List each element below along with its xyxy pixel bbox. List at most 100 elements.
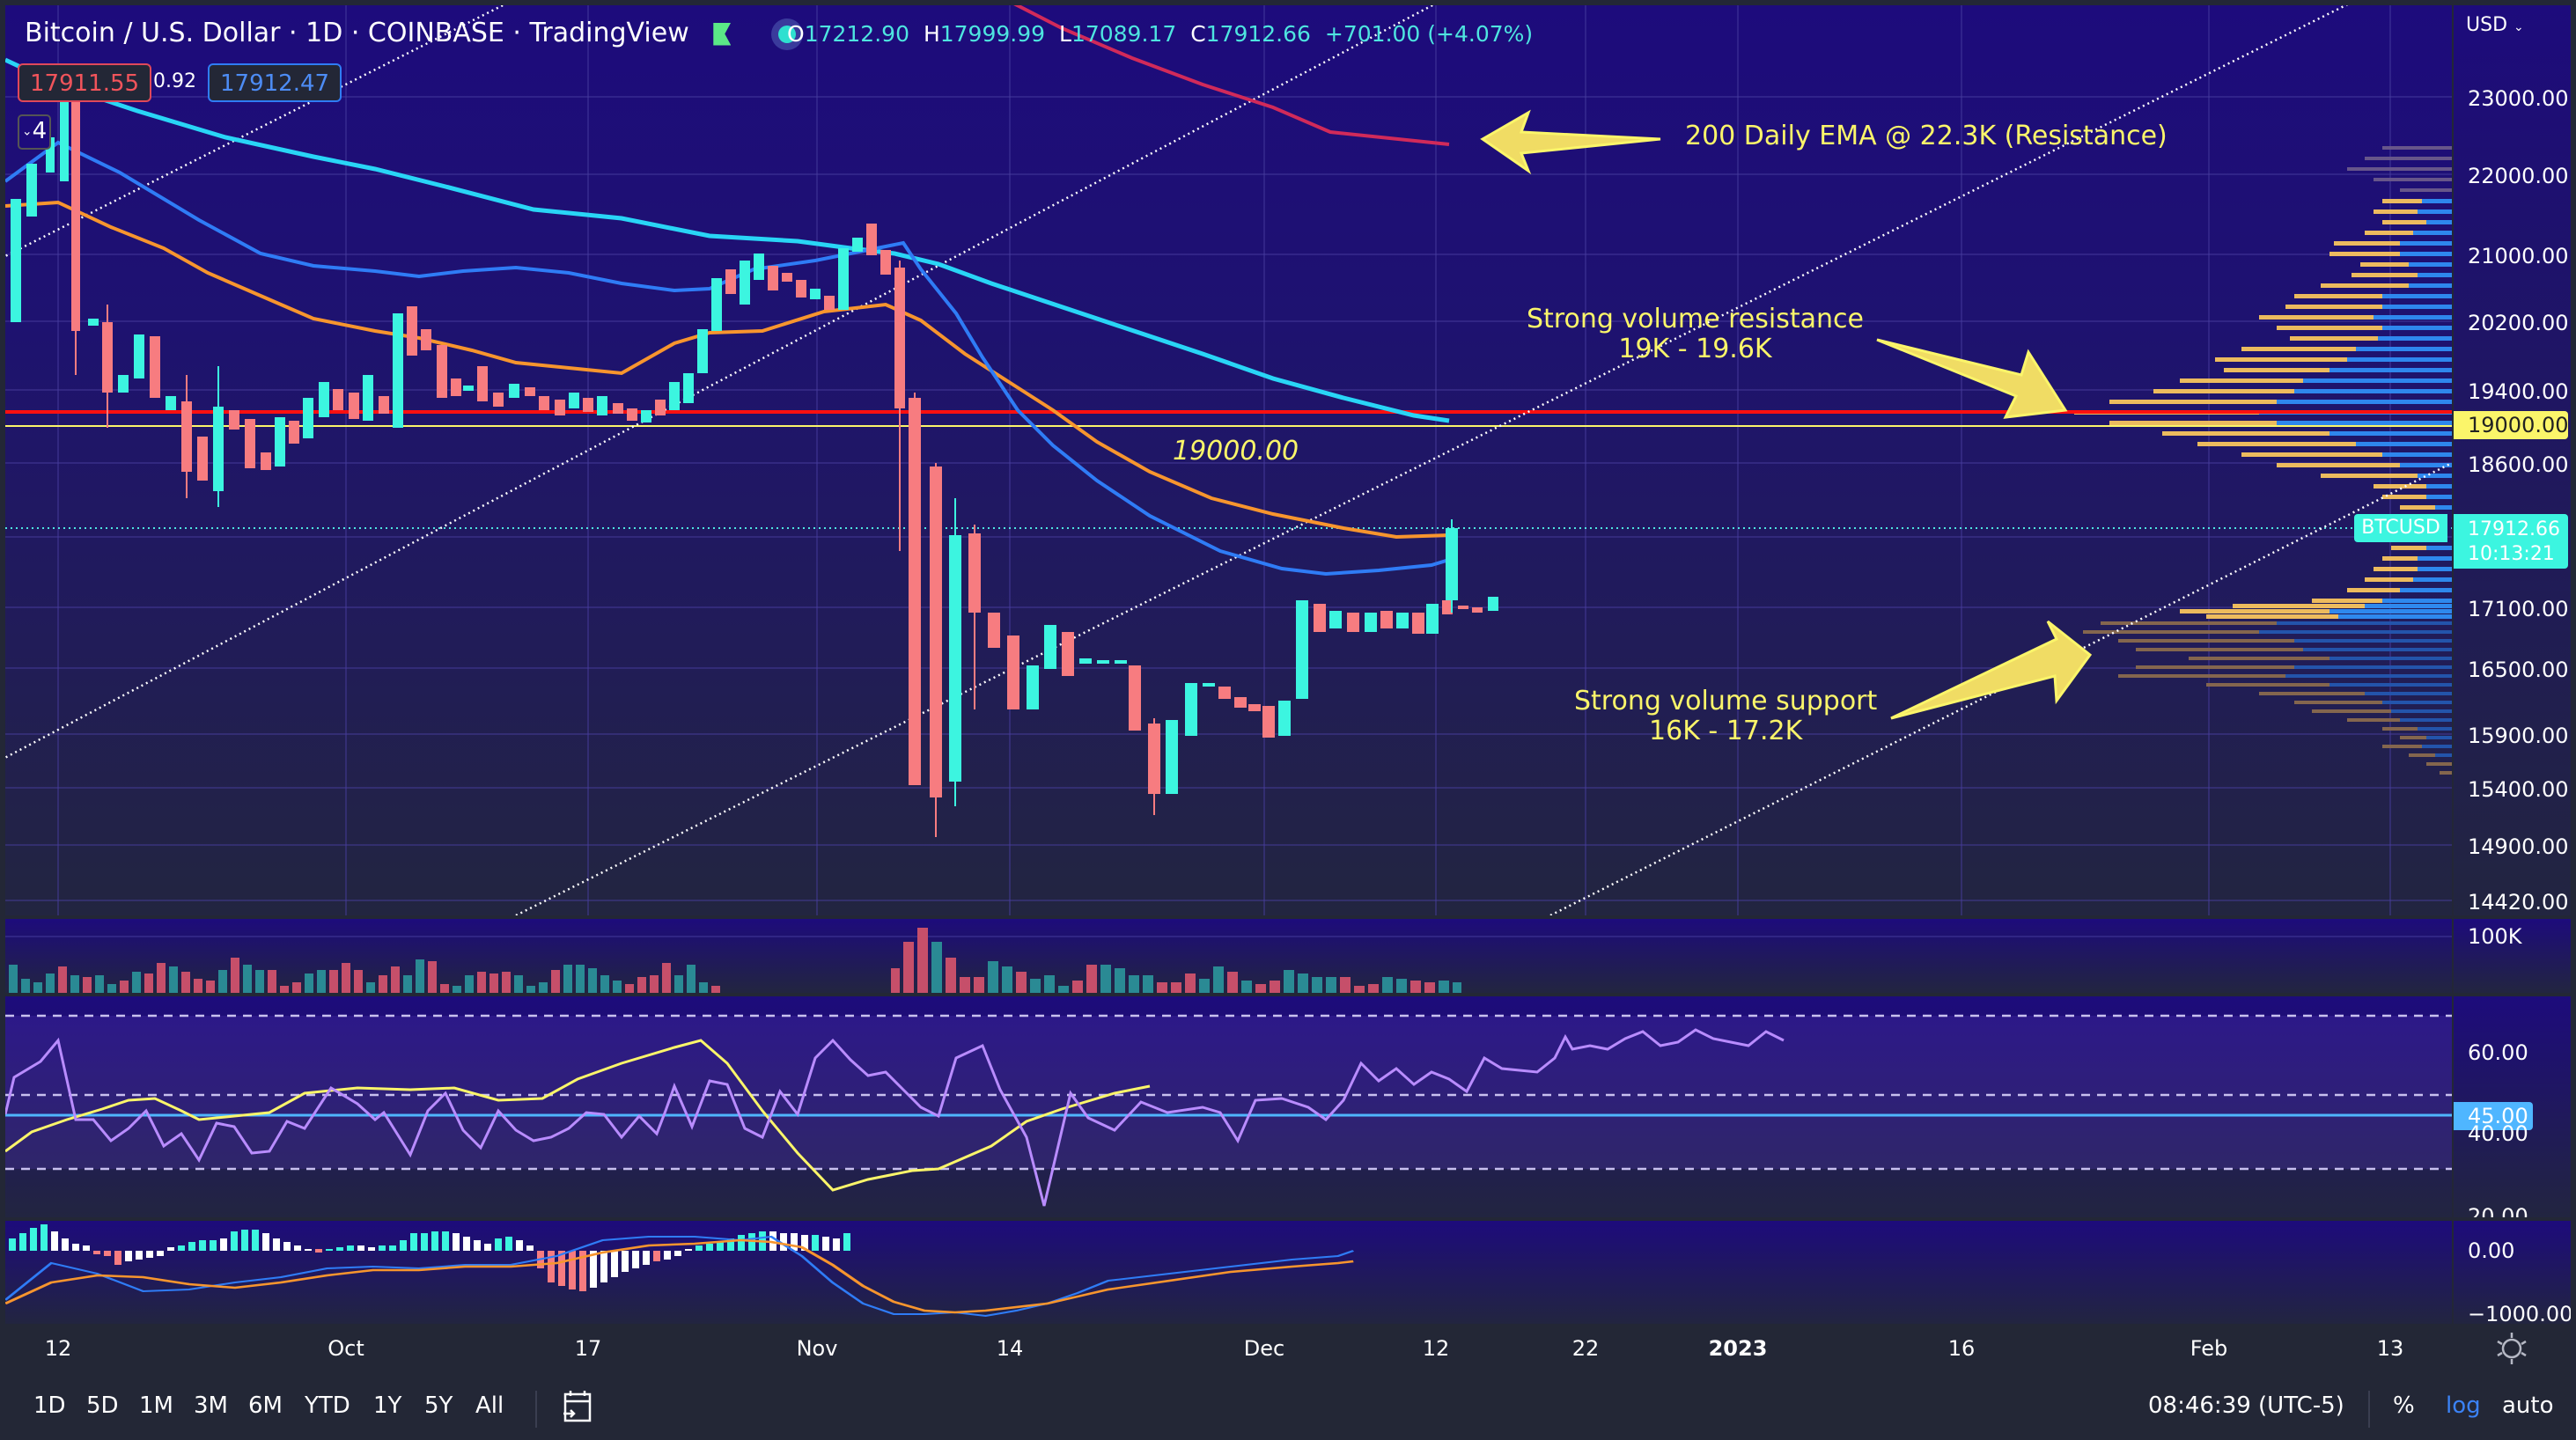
candlesticks bbox=[11, 93, 1498, 837]
ema50-line bbox=[5, 200, 1450, 540]
rsi-tick: 40.00 bbox=[2468, 1121, 2528, 1146]
chevron-down-icon: ⌄ bbox=[21, 124, 33, 139]
chart-settings-button[interactable] bbox=[2454, 1326, 2571, 1371]
time-tick: 22 bbox=[1571, 1336, 1600, 1361]
price-axis[interactable]: USD ⌄ 23000.00 22000.00 21000.00 20200.0… bbox=[2454, 5, 2571, 915]
time-tick: 2023 bbox=[1708, 1336, 1768, 1361]
time-tick: 16 bbox=[1947, 1336, 1976, 1361]
annotation-ema200[interactable]: 200 Daily EMA @ 22.3K (Resistance) bbox=[1685, 121, 2168, 151]
currency-selector[interactable]: USD ⌄ bbox=[2466, 14, 2524, 36]
rsi-axis[interactable]: 60.00 45.00 40.00 20.00 bbox=[2454, 996, 2571, 1217]
macd-tick: −1000.00 bbox=[2468, 1302, 2571, 1324]
hline-axis-label: 19000.00 bbox=[2454, 411, 2569, 439]
low-value: 17089.17 bbox=[1071, 21, 1177, 47]
time-tick: 13 bbox=[2376, 1336, 2404, 1361]
toolbar-divider bbox=[535, 1391, 537, 1428]
indicators-toggle-button[interactable]: ⌄4 bbox=[18, 114, 51, 150]
price-tick: 23000.00 bbox=[2468, 86, 2569, 111]
high-value: 17999.99 bbox=[939, 21, 1046, 47]
price-pane[interactable]: Bitcoin / U.S. Dollar · 1D · COINBASE · … bbox=[5, 5, 2452, 915]
hline-label[interactable]: 19000.00 bbox=[1173, 436, 1299, 467]
time-axis[interactable]: 12 Oct 17 Nov 14 Dec 12 22 2023 16 Feb 1… bbox=[5, 1326, 2452, 1371]
ema100-line bbox=[5, 57, 1450, 423]
macd-axis[interactable]: 0.00 −1000.00 bbox=[2454, 1221, 2571, 1324]
price-tick: 22000.00 bbox=[2468, 164, 2569, 188]
macd-line bbox=[5, 1235, 1355, 1318]
price-tick: 17100.00 bbox=[2468, 597, 2569, 621]
price-tick: 14900.00 bbox=[2468, 834, 2569, 859]
price-tick: 18600.00 bbox=[2468, 452, 2569, 477]
open-value: 17212.90 bbox=[804, 21, 909, 47]
rsi-chart bbox=[5, 1014, 2452, 1207]
auto-scale-toggle[interactable]: auto bbox=[2502, 1392, 2554, 1419]
price-tick: 20200.00 bbox=[2468, 311, 2569, 335]
time-tick: Feb bbox=[2190, 1336, 2228, 1361]
calendar-goto-icon bbox=[563, 1391, 592, 1422]
range-6m-button[interactable]: 6M bbox=[248, 1392, 283, 1419]
volume-axis[interactable]: 100K bbox=[2454, 919, 2571, 993]
price-tick: 15900.00 bbox=[2468, 724, 2569, 748]
symbol-legend[interactable]: Bitcoin / U.S. Dollar · 1D · COINBASE · … bbox=[25, 18, 796, 48]
arrow-resistance bbox=[1876, 338, 2068, 419]
range-ytd-button[interactable]: YTD bbox=[305, 1392, 350, 1419]
close-value: 17912.66 bbox=[1205, 21, 1311, 47]
rsi-line bbox=[5, 1028, 1785, 1207]
price-tick: 14420.00 bbox=[2468, 890, 2569, 915]
time-tick: Dec bbox=[1243, 1336, 1285, 1361]
range-3m-button[interactable]: 3M bbox=[194, 1392, 228, 1419]
bottom-toolbar: 1D 5D 1M 3M 6M YTD 1Y 5Y All 08:46:39 (U… bbox=[0, 1373, 2576, 1440]
price-tick: 16500.00 bbox=[2468, 658, 2569, 682]
annotation-arrows bbox=[1480, 109, 2093, 720]
annotation-resistance[interactable]: Strong volume resistance 19K - 19.6K bbox=[1527, 304, 1864, 364]
log-scale-toggle[interactable]: log bbox=[2446, 1392, 2481, 1419]
time-tick: 14 bbox=[996, 1336, 1024, 1361]
rsi-tick: 20.00 bbox=[2468, 1204, 2528, 1217]
buy-price-button[interactable]: 17912.47 bbox=[208, 63, 342, 102]
macd-pane[interactable] bbox=[5, 1221, 2452, 1324]
ohlc-values: O17212.90 H17999.99 L17089.17 C17912.66 … bbox=[787, 21, 1534, 47]
change-value: +701.00 (+4.07%) bbox=[1324, 21, 1534, 47]
time-tick: 12 bbox=[44, 1336, 72, 1361]
ema200-line bbox=[1013, 5, 1450, 146]
percent-scale-toggle[interactable]: % bbox=[2393, 1392, 2415, 1419]
price-tick: 21000.00 bbox=[2468, 244, 2569, 268]
gear-icon bbox=[2497, 1333, 2527, 1364]
volume-pane[interactable] bbox=[5, 919, 2452, 993]
range-5d-button[interactable]: 5D bbox=[86, 1392, 119, 1419]
volume-bars bbox=[5, 928, 2452, 993]
rsi-tick: 60.00 bbox=[2468, 1040, 2528, 1065]
time-tick: Oct bbox=[328, 1336, 364, 1361]
time-tick: 12 bbox=[1422, 1336, 1450, 1361]
annotation-support[interactable]: Strong volume support 16K - 17.2K bbox=[1574, 686, 1878, 746]
range-5y-button[interactable]: 5Y bbox=[424, 1392, 453, 1419]
spread-value: 0.92 bbox=[153, 70, 196, 92]
market-open-flag-icon bbox=[713, 22, 732, 46]
symbol-title[interactable]: Bitcoin / U.S. Dollar · 1D · COINBASE · … bbox=[25, 18, 689, 48]
clock-timezone-button[interactable]: 08:46:39 (UTC-5) bbox=[2148, 1392, 2344, 1419]
time-tick: 17 bbox=[574, 1336, 602, 1361]
range-1y-button[interactable]: 1Y bbox=[373, 1392, 402, 1419]
price-tick: 15400.00 bbox=[2468, 777, 2569, 802]
live-dot-icon bbox=[777, 25, 796, 43]
macd-signal-line bbox=[5, 1238, 1354, 1314]
range-1d-button[interactable]: 1D bbox=[33, 1392, 66, 1419]
symbol-price-tag: BTCUSD bbox=[2354, 514, 2447, 542]
macd-histogram bbox=[9, 1224, 850, 1291]
toolbar-divider bbox=[2368, 1391, 2370, 1428]
sell-price-button[interactable]: 17911.55 bbox=[18, 63, 152, 102]
goto-date-button[interactable] bbox=[562, 1389, 593, 1424]
macd-tick: 0.00 bbox=[2468, 1238, 2515, 1263]
last-price-label: 17912.66 10:13:21 bbox=[2454, 514, 2568, 569]
volume-profile bbox=[2074, 146, 2452, 775]
chevron-down-icon: ⌄ bbox=[2513, 20, 2524, 34]
range-all-button[interactable]: All bbox=[475, 1392, 504, 1419]
arrow-support bbox=[1890, 620, 2093, 720]
time-tick: Nov bbox=[796, 1336, 838, 1361]
rsi-pane[interactable] bbox=[5, 996, 2452, 1217]
macd-chart bbox=[5, 1224, 1355, 1318]
price-tick: 19400.00 bbox=[2468, 379, 2569, 404]
arrow-ema200 bbox=[1480, 109, 1661, 175]
range-1m-button[interactable]: 1M bbox=[139, 1392, 173, 1419]
rsi-ma-line bbox=[5, 1039, 1151, 1192]
